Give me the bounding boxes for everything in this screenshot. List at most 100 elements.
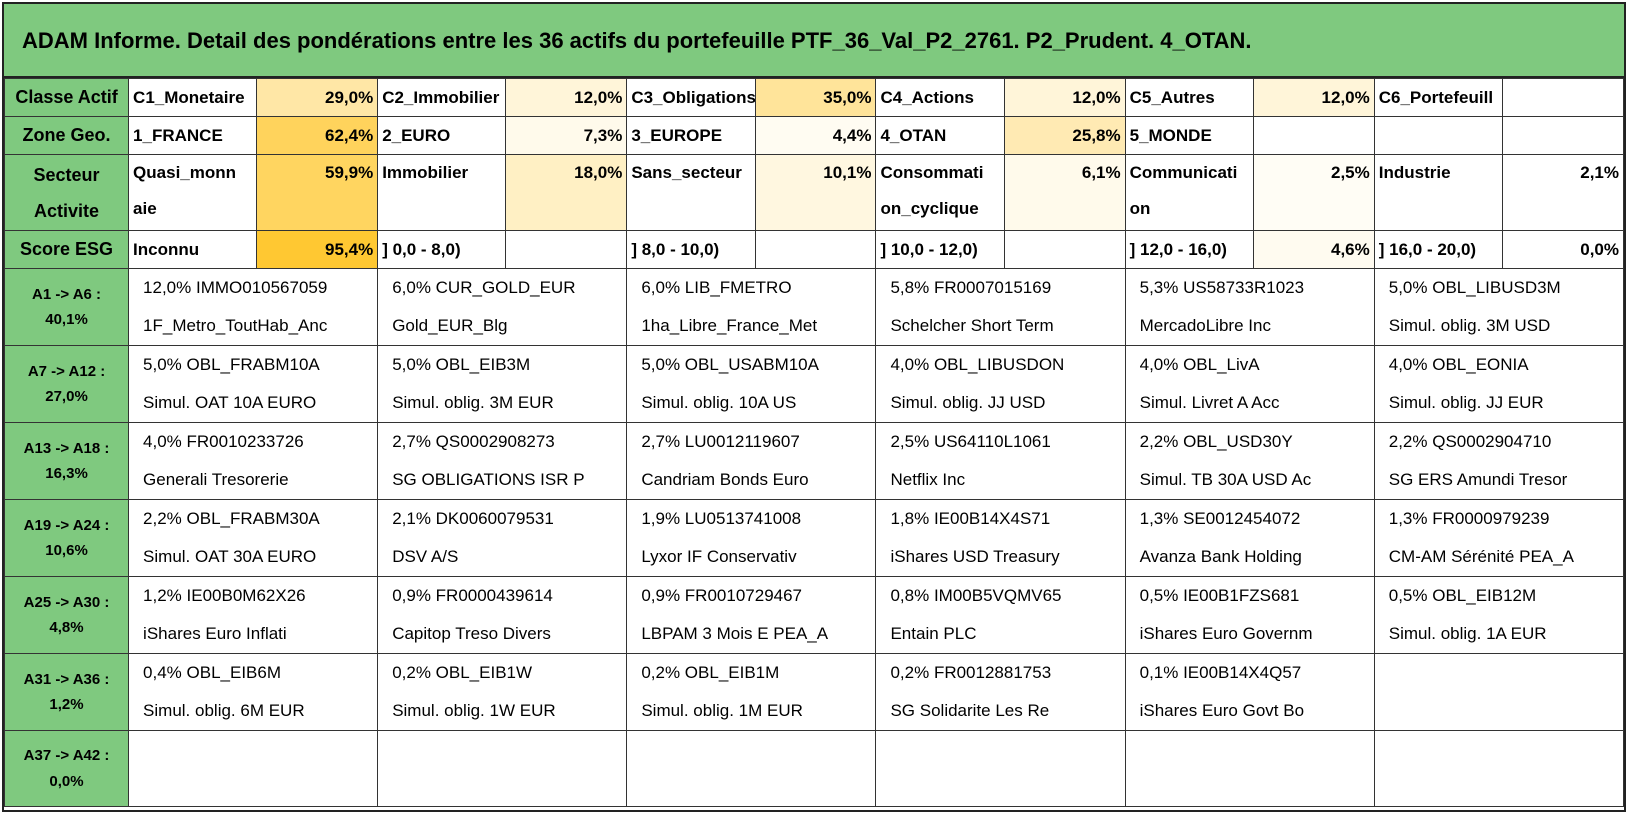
asset-cell: 0,2% OBL_EIB1W Simul. oblig. 1W EUR — [377, 653, 628, 731]
summary-category-weight: 29,0% — [256, 78, 379, 117]
asset-description: Simul. oblig. JJ EUR — [1388, 393, 1544, 412]
asset-cell: 0,9% FR0010729467 LBPAM 3 Mois E PEA_A — [626, 576, 877, 654]
summary-category-weight: 10,1% — [754, 154, 877, 231]
asset-cell — [377, 730, 628, 807]
asset-weight-code: 6,0% LIB_FMETRO — [641, 278, 792, 297]
asset-weight-code: 0,9% FR0000439614 — [392, 586, 553, 605]
summary-category-name: 5_MONDE — [1124, 116, 1254, 155]
asset-range-label: A13 -> A18 : 16,3% — [3, 422, 130, 500]
asset-cell: 12,0% IMMO010567059 1F_Metro_ToutHab_Anc — [128, 268, 379, 346]
summary-row-label: Zone Geo. — [3, 116, 130, 155]
asset-description: Simul. oblig. 1W EUR — [392, 701, 556, 720]
summary-category-weight: 2,1% — [1501, 154, 1625, 231]
asset-cell: 2,2% QS0002904710 SG ERS Amundi Tresor — [1373, 422, 1625, 500]
summary-category-name: ] 16,0 - 20,0) — [1373, 230, 1503, 269]
summary-category-weight: 2,5% — [1252, 154, 1375, 231]
summary-category-name: 4_OTAN — [875, 116, 1005, 155]
summary-category-name: C4_Actions — [875, 78, 1005, 117]
asset-weight-code: 1,3% SE0012454072 — [1139, 509, 1301, 528]
asset-cell: 2,5% US64110L1061 Netflix Inc — [875, 422, 1126, 500]
summary-category-name: Sans_secteur — [626, 154, 756, 231]
category-name-line: Quasi_monn — [133, 163, 237, 182]
asset-description: Netflix Inc — [890, 470, 966, 489]
asset-weight-code: 5,0% OBL_EIB3M — [392, 355, 531, 374]
asset-description: Simul. TB 30A USD Ac — [1139, 470, 1312, 489]
summary-category-weight: 4,4% — [754, 116, 877, 155]
asset-cell: 4,0% OBL_EONIA Simul. oblig. JJ EUR — [1373, 345, 1625, 423]
asset-description: Simul. oblig. 6M EUR — [143, 701, 305, 720]
asset-description: Simul. OAT 10A EURO — [143, 393, 317, 412]
asset-cell: 4,0% FR0010233726 Generali Tresorerie — [128, 422, 379, 500]
asset-cell: 4,0% OBL_LivA Simul. Livret A Acc — [1124, 345, 1375, 423]
summary-category-weight — [754, 230, 877, 269]
asset-range-label: A19 -> A24 : 10,6% — [3, 499, 130, 577]
asset-cell: 6,0% CUR_GOLD_EUR Gold_EUR_Blg — [377, 268, 628, 346]
asset-cell: 5,0% OBL_FRABM10A Simul. OAT 10A EURO — [128, 345, 379, 423]
summary-row-label: Score ESG — [3, 230, 130, 269]
summary-category-weight — [1252, 116, 1375, 155]
summary-category-name: ] 0,0 - 8,0) — [377, 230, 507, 269]
asset-range: A31 -> A36 : — [23, 670, 110, 688]
summary-label-line: Activite — [34, 200, 100, 221]
asset-weight-code: 0,9% FR0010729467 — [641, 586, 803, 605]
summary-category-weight: 59,9% — [256, 154, 379, 231]
asset-cell — [875, 730, 1126, 807]
asset-description: Simul. oblig. 1M EUR — [641, 701, 803, 720]
asset-weight-code: 1,9% LU0513741008 — [641, 509, 802, 528]
asset-description: Capitop Treso Divers — [392, 624, 551, 643]
asset-description: Candriam Bonds Euro — [641, 470, 809, 489]
asset-row: A19 -> A24 : 10,6% 2,2% OBL_FRABM30A Simul.… — [3, 499, 1625, 577]
asset-weight-code: 5,3% US58733R1023 — [1139, 278, 1305, 297]
asset-description: Simul. OAT 30A EURO — [143, 547, 317, 566]
asset-cell: 1,3% SE0012454072 Avanza Bank Holding — [1124, 499, 1375, 577]
asset-cell: 0,4% OBL_EIB6M Simul. oblig. 6M EUR — [128, 653, 379, 731]
summary-category-weight: 25,8% — [1003, 116, 1126, 155]
asset-description: Simul. oblig. 3M EUR — [392, 393, 554, 412]
asset-weight-code: 4,0% OBL_LIBUSDON — [890, 355, 1065, 374]
asset-description: Entain PLC — [890, 624, 977, 643]
summary-category-name: C1_Monetaire — [128, 78, 258, 117]
asset-cell — [128, 730, 379, 807]
asset-cell: 0,1% IE00B14X4Q57 iShares Euro Govt Bo — [1124, 653, 1375, 731]
asset-cell: 5,0% OBL_LIBUSD3M Simul. oblig. 3M USD — [1373, 268, 1625, 346]
summary-category-name: ] 10,0 - 12,0) — [875, 230, 1005, 269]
summary-category-weight: 6,1% — [1003, 154, 1126, 231]
asset-row: A1 -> A6 : 40,1% 12,0% IMMO010567059 1F_Met… — [3, 268, 1625, 346]
asset-range-total: 4,8% — [49, 619, 84, 636]
asset-cell: 0,5% OBL_EIB12M Simul. oblig. 1A EUR — [1373, 576, 1625, 654]
asset-weight-code: 2,2% OBL_FRABM30A — [143, 509, 320, 528]
summary-row-label: Secteur Activite — [3, 154, 130, 231]
asset-cell: 0,9% FR0000439614 Capitop Treso Divers — [377, 576, 628, 654]
asset-range: A37 -> A42 : — [23, 747, 110, 764]
asset-cell: 4,0% OBL_LIBUSDON Simul. oblig. JJ USD — [875, 345, 1126, 423]
summary-category-weight: 7,3% — [505, 116, 628, 155]
asset-description: iShares Euro Governm — [1139, 624, 1313, 643]
summary-category-name: Communicati on — [1124, 154, 1254, 231]
asset-weight-code: 2,1% DK0060079531 — [392, 509, 554, 528]
asset-range-total: 27,0% — [45, 388, 88, 405]
asset-cell: 0,2% FR0012881753 SG Solidarite Les Re — [875, 653, 1126, 731]
asset-range: A25 -> A30 : — [23, 593, 110, 611]
summary-category-name: 1_FRANCE — [128, 116, 258, 155]
asset-cell: 5,8% FR0007015169 Schelcher Short Term — [875, 268, 1126, 346]
category-name-line: Communicati — [1129, 163, 1238, 182]
category-name-line: aie — [133, 199, 157, 218]
asset-weight-code: 5,0% OBL_USABM10A — [641, 355, 819, 374]
asset-description: iShares Euro Inflati — [143, 624, 287, 643]
summary-category-name: C3_Obligations — [626, 78, 756, 117]
asset-row: A25 -> A30 : 4,8% 1,2% IE00B0M62X26 iShares… — [3, 576, 1625, 654]
summary-category-weight — [1501, 78, 1625, 117]
summary-row-label: Classe Actif — [3, 78, 130, 117]
asset-description: iShares USD Treasury — [890, 547, 1060, 566]
asset-range: A7 -> A12 : — [27, 362, 106, 380]
summary-category-weight — [505, 230, 628, 269]
asset-cell: 2,1% DK0060079531 DSV A/S — [377, 499, 628, 577]
summary-row: Classe Actif C1_Monetaire 29,0% C2_Immobili… — [3, 78, 1625, 117]
summary-category-weight: 12,0% — [505, 78, 628, 117]
summary-category-name: Industrie — [1373, 154, 1503, 231]
asset-description: Avanza Bank Holding — [1139, 547, 1302, 566]
asset-range: A13 -> A18 : — [23, 439, 110, 457]
summary-category-name: C6_Portefeuill — [1373, 78, 1503, 117]
asset-cell: 2,2% OBL_USD30Y Simul. TB 30A USD Ac — [1124, 422, 1375, 500]
